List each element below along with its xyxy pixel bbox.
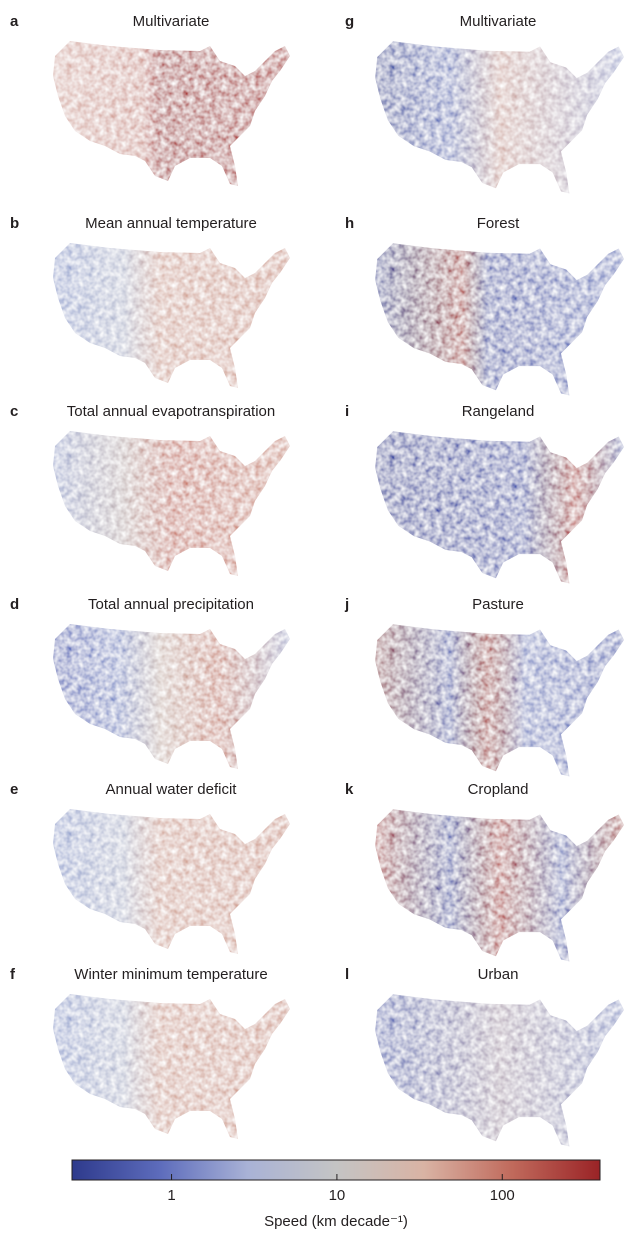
map [53, 431, 290, 576]
panel-letter: b [10, 215, 19, 232]
map [53, 994, 290, 1139]
panel-letter: i [345, 403, 349, 420]
panel-title: Forest [477, 215, 520, 232]
panel-title: Cropland [468, 781, 529, 798]
panel-letter: k [345, 781, 354, 798]
panel-letter: d [10, 596, 19, 613]
panel-title: Pasture [472, 596, 524, 613]
figure: a Multivariate b Mean annual temperature c To… [0, 0, 627, 1232]
panel-title: Urban [478, 966, 519, 983]
tick-label: 1 [167, 1187, 175, 1204]
map [53, 243, 290, 388]
panel-title: Multivariate [133, 13, 210, 30]
tick-label: 100 [490, 1187, 515, 1204]
colorbar-label: Speed (km decade⁻¹) [264, 1213, 408, 1230]
map [53, 41, 290, 186]
map [53, 624, 290, 769]
panel-letter: g [345, 13, 354, 30]
panel-title: Mean annual temperature [85, 215, 257, 232]
panel-title: Total annual precipitation [88, 596, 254, 613]
panel-title: Total annual evapotranspiration [67, 403, 275, 420]
panel-title: Rangeland [462, 403, 535, 420]
panel-letter: l [345, 966, 349, 983]
panel-letter: f [10, 966, 16, 983]
panel-letter: e [10, 781, 18, 798]
panel-title: Multivariate [460, 13, 537, 30]
tick-label: 10 [329, 1187, 346, 1204]
map [53, 809, 290, 954]
panel-letter: a [10, 13, 19, 30]
panels: a Multivariate b Mean annual temperature c To… [10, 13, 624, 1147]
colorbar [72, 1160, 600, 1180]
map [375, 994, 624, 1146]
panel-letter: h [345, 215, 354, 232]
map [375, 41, 624, 193]
panel-title: Winter minimum temperature [74, 966, 267, 983]
map [375, 431, 624, 583]
map [375, 243, 624, 395]
panel-title: Annual water deficit [106, 781, 238, 798]
panel-letter: c [10, 403, 18, 420]
panel-letter: j [344, 596, 349, 613]
map [375, 809, 624, 961]
map [375, 624, 624, 776]
